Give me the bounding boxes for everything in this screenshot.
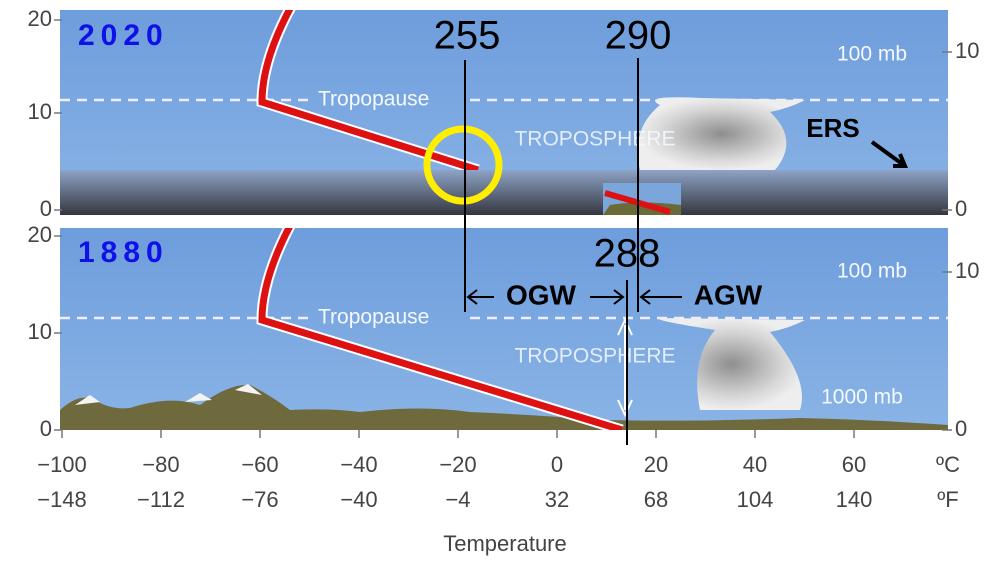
unit-label: ºF <box>937 487 958 512</box>
pressure-label: 100 mb <box>837 43 907 66</box>
marker-label: 290 <box>605 14 672 58</box>
x-tick-label: 20 <box>644 452 668 477</box>
x-tick-label: −80 <box>142 452 179 477</box>
profile <box>258 228 624 430</box>
y-tick-label: 0 <box>40 196 52 221</box>
axis-title: Temperature <box>443 531 567 556</box>
x-tick-label: −20 <box>439 452 476 477</box>
x-tick-label: 32 <box>545 487 569 512</box>
panel-2020 <box>60 10 948 215</box>
troposphere-label: TROPOSPHERE <box>514 128 675 151</box>
y-tick-label: 10 <box>955 38 979 63</box>
x-tick-label: −112 <box>137 487 185 512</box>
x-tick-label: 140 <box>836 487 873 512</box>
highlight-circle <box>423 125 503 205</box>
x-tick-label: −40 <box>340 487 377 512</box>
x-tick-label: 68 <box>644 487 668 512</box>
troposphere-label: TROPOSPHERE <box>514 345 675 368</box>
x-tick-label: 0 <box>551 452 563 477</box>
y-tick-label: 20 <box>28 222 52 247</box>
x-tick-label: −60 <box>241 452 278 477</box>
ogw-label: OGW <box>506 279 577 310</box>
x-tick-label: 40 <box>743 452 767 477</box>
year: 1880 <box>78 236 169 269</box>
pressure-label: 100 mb <box>837 260 907 283</box>
y-tick-label: 0 <box>955 196 967 221</box>
x-tick-label: −4 <box>445 487 470 512</box>
unit-label: ºC <box>936 452 960 477</box>
marker-label: 288 <box>594 232 661 276</box>
cloud <box>658 318 805 410</box>
x-tick-label: −76 <box>241 487 278 512</box>
landscape <box>60 384 948 430</box>
ers-arrow <box>870 140 908 168</box>
agw-label: AGW <box>694 279 763 310</box>
x-tick-label: 60 <box>842 452 866 477</box>
y-tick-label: 0 <box>40 416 52 441</box>
arrowheads <box>617 317 633 418</box>
pressure-label: 1000 mb <box>821 386 903 409</box>
ers-label: ERS <box>806 113 859 143</box>
x-tick-label: −148 <box>37 487 87 512</box>
year: 2020 <box>78 19 169 52</box>
y-tick-label: 20 <box>28 6 52 31</box>
gap-arrows <box>466 289 682 305</box>
x-tick-label: 104 <box>737 487 774 512</box>
y-tick-label: 0 <box>955 416 967 441</box>
x-tick-label: −40 <box>340 452 377 477</box>
cloud <box>637 97 805 170</box>
tropopause-label: Tropopause <box>318 306 429 329</box>
y-tick-label: 10 <box>28 99 52 124</box>
y-tick-label: 10 <box>28 319 52 344</box>
tropopause-label: Tropopause <box>318 88 429 111</box>
y-tick-label: 10 <box>955 258 979 283</box>
panel-1880 <box>60 228 948 430</box>
marker-label: 255 <box>434 14 501 58</box>
x-tick-label: −100 <box>37 452 87 477</box>
ers-band <box>60 170 948 215</box>
profile <box>258 10 480 174</box>
